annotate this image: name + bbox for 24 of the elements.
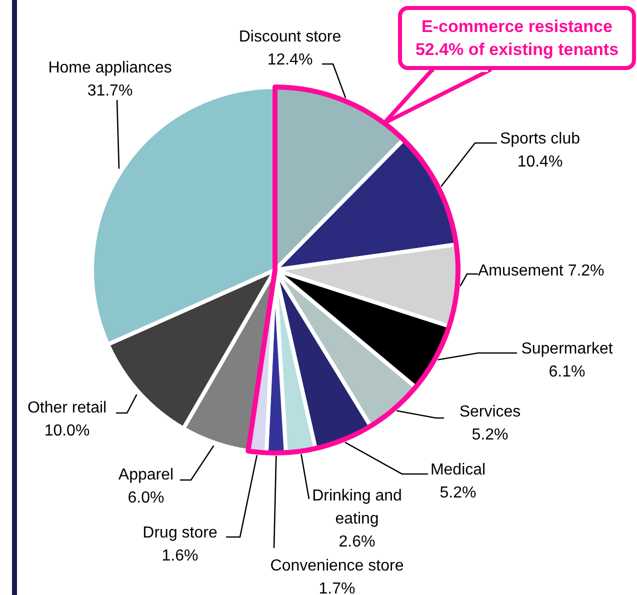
slice-label: Apparel: [118, 466, 174, 484]
text: E-commerce resistance 52.4% of existing tenants: [414, 16, 620, 61]
slice-label: Sports club: [500, 130, 580, 148]
slice-label: Other retail: [27, 399, 107, 416]
slice-label: Drinking and eating: [312, 487, 402, 528]
data-label: 5.2%: [472, 426, 508, 444]
data-label: 31.7%: [87, 82, 133, 100]
data-label: 1.7%: [318, 580, 356, 595]
slice-label: Home appliances: [48, 59, 172, 76]
slice-label: Amusement 7.2%: [478, 262, 604, 280]
slice-label: Drug store: [142, 524, 218, 542]
data-label: 1.6%: [162, 547, 198, 564]
slice-label: Medical: [430, 461, 486, 478]
data-label: 12.4%: [267, 51, 313, 68]
slice-label: Convenience store: [270, 557, 404, 574]
data-label: 5.2%: [440, 484, 476, 502]
data-label: 2.6%: [338, 533, 376, 550]
slice-label: Discount store: [238, 28, 342, 46]
data-label: 6.0%: [128, 489, 164, 506]
slice-label: Supermarket: [521, 340, 614, 358]
data-label: 10.4%: [517, 153, 563, 170]
data-label: 6.1%: [548, 363, 586, 380]
slice-label: Services: [459, 403, 521, 420]
data-label: 10.0%: [44, 422, 90, 440]
